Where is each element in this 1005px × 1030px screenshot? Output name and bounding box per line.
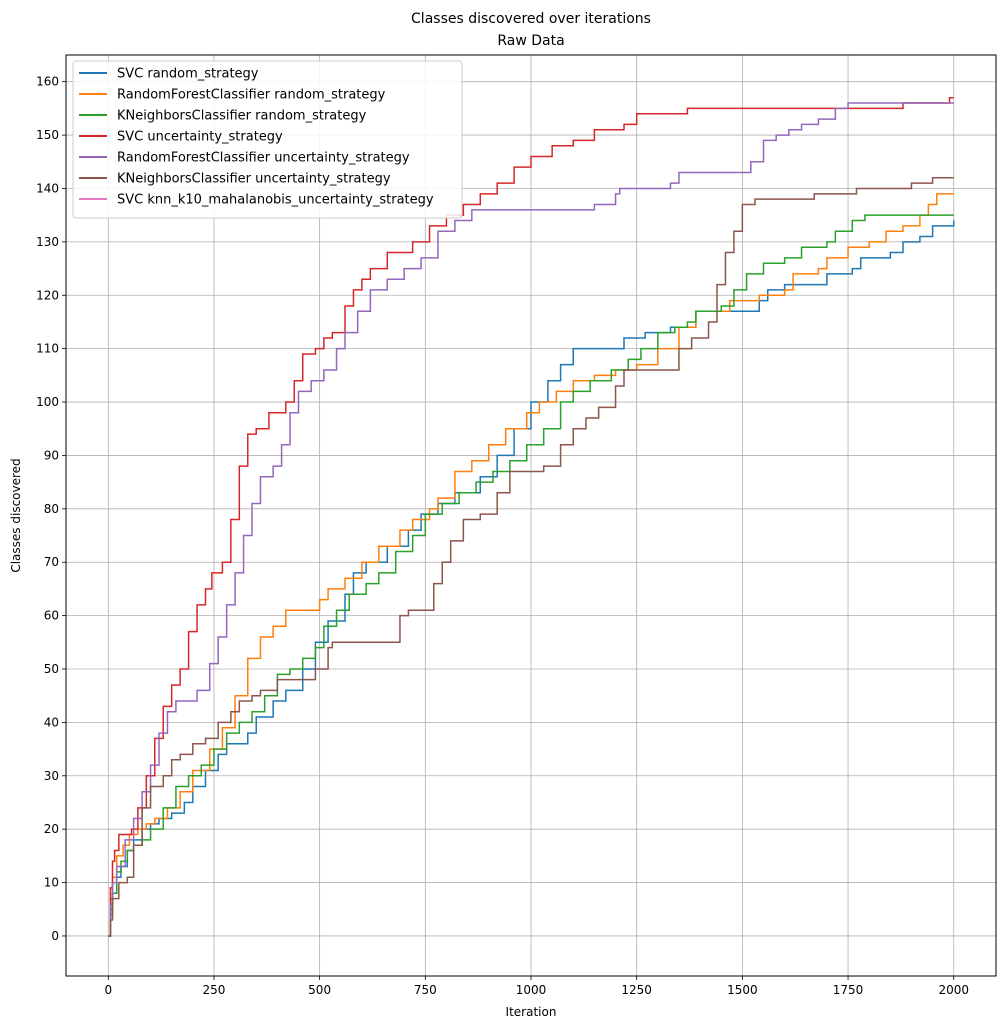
y-tick-label: 120	[36, 288, 59, 302]
legend-label: SVC knn_k10_mahalanobis_uncertainty_stra…	[117, 193, 434, 208]
y-tick-label: 10	[44, 876, 59, 890]
y-tick-label: 110	[36, 342, 59, 356]
series-line-4	[108, 102, 954, 937]
legend-label: SVC uncertainty_strategy	[117, 130, 283, 145]
y-tick-label: 130	[36, 235, 59, 249]
x-tick-label: 1250	[621, 983, 652, 997]
y-tick-label: 100	[36, 395, 59, 409]
x-tick-label: 500	[308, 983, 331, 997]
legend-label: RandomForestClassifier uncertainty_strat…	[117, 151, 410, 166]
x-axis-ticks: 0 250 500 750 1000 1250 1500 1750 2000	[104, 976, 969, 997]
y-tick-label: 80	[44, 502, 59, 516]
x-tick-label: 1000	[516, 983, 547, 997]
y-tick-label: 60	[44, 609, 59, 623]
y-axis-ticks: 0 10 20 30 40 50 60 70 80 90 100 110 120 130 140 150 160	[36, 75, 66, 943]
legend: SVC random_strategy RandomForestClassifie…	[72, 60, 463, 219]
y-tick-label: 20	[44, 822, 59, 836]
legend-frame	[72, 60, 463, 219]
y-tick-label: 50	[44, 662, 59, 676]
y-tick-label: 0	[51, 929, 59, 943]
y-tick-label: 70	[44, 555, 59, 569]
y-tick-label: 90	[44, 448, 59, 462]
x-axis-label: Iteration	[506, 1005, 557, 1019]
legend-label: SVC random_strategy	[117, 67, 259, 82]
series-layer	[108, 96, 955, 937]
series-line-2	[108, 214, 954, 937]
legend-label: KNeighborsClassifier uncertainty_strateg…	[117, 172, 391, 187]
x-tick-label: 1500	[727, 983, 758, 997]
y-axis-label: Classes discovered	[9, 458, 23, 572]
y-tick-label: 160	[36, 75, 59, 89]
series-line-5	[108, 177, 954, 937]
legend-label: RandomForestClassifier random_strategy	[117, 88, 386, 103]
y-tick-label: 40	[44, 715, 59, 729]
chart-subtitle: Raw Data	[497, 33, 564, 49]
chart-title: Classes discovered over iterations	[411, 11, 651, 27]
x-tick-label: 250	[203, 983, 226, 997]
x-tick-label: 750	[414, 983, 437, 997]
x-tick-label: 1750	[833, 983, 864, 997]
y-tick-label: 150	[36, 128, 59, 142]
y-tick-label: 30	[44, 769, 59, 783]
x-tick-label: 2000	[938, 983, 969, 997]
x-tick-label: 0	[104, 983, 112, 997]
y-tick-label: 140	[36, 181, 59, 195]
legend-label: KNeighborsClassifier random_strategy	[117, 109, 367, 124]
